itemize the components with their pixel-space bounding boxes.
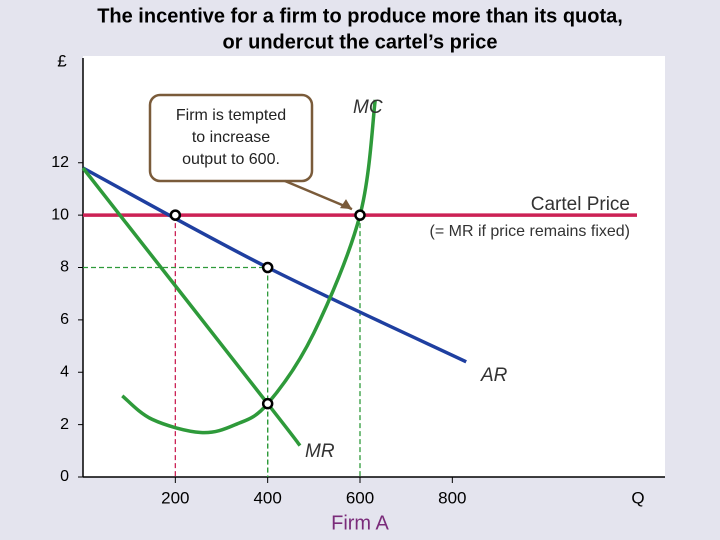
- chart-title: or undercut the cartel’s price: [223, 31, 498, 53]
- callout-text: output to 600.: [182, 151, 280, 168]
- callout-arrowhead: [340, 199, 352, 210]
- x-axis-label: Q: [631, 488, 644, 507]
- callout-text: Firm is tempted: [176, 107, 286, 124]
- y-tick-label: 0: [60, 468, 69, 485]
- y-tick-label: 10: [51, 206, 69, 223]
- callout-text: to increase: [192, 129, 270, 146]
- series-label: MR: [305, 441, 335, 462]
- point: [354, 209, 366, 221]
- note: (= MR if price remains fixed): [430, 223, 631, 240]
- x-tick-label: 600: [346, 488, 374, 507]
- y-axis-label: £: [57, 51, 67, 70]
- series-line: [81, 166, 302, 447]
- callout-arrow: [284, 179, 353, 211]
- x-tick-label: 800: [438, 488, 466, 507]
- point: [169, 209, 182, 221]
- y-tick-label: 12: [51, 154, 69, 171]
- callout-box: [148, 93, 314, 183]
- point: [261, 261, 274, 274]
- y-tick-label: 4: [60, 363, 69, 380]
- series-label: MC: [353, 97, 383, 118]
- x-axis-title: Firm A: [331, 512, 389, 534]
- point: [261, 397, 274, 410]
- y-tick-label: 2: [60, 416, 69, 433]
- series-label: Cartel Price: [531, 194, 630, 215]
- series-label: AR: [480, 365, 508, 386]
- y-tick-label: 6: [60, 311, 69, 328]
- chart-title: The incentive for a firm to produce more…: [97, 5, 623, 27]
- x-tick-label: 400: [253, 488, 281, 507]
- y-tick-label: 8: [60, 259, 69, 276]
- x-tick-label: 200: [161, 488, 189, 507]
